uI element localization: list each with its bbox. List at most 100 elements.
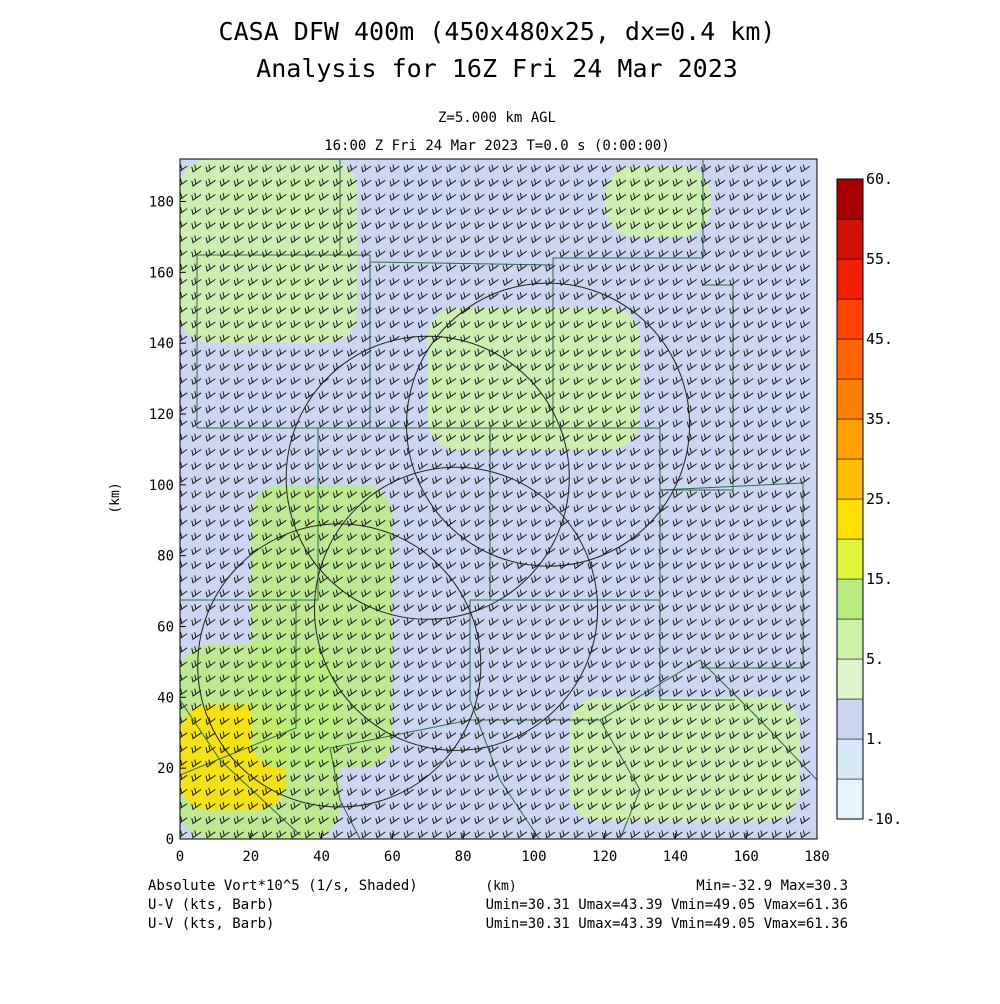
- wind-barb: [785, 561, 797, 570]
- wind-barb: [757, 178, 768, 187]
- wind-barb: [347, 589, 358, 598]
- wind-barb: [658, 291, 669, 301]
- wind-barb: [488, 660, 499, 669]
- wind-barb: [375, 660, 386, 669]
- wind-barb: [630, 532, 641, 542]
- wind-barb: [700, 532, 712, 542]
- wind-barb: [432, 263, 443, 272]
- wind-barb: [233, 731, 244, 740]
- wind-barb: [361, 716, 372, 726]
- wind-barb: [205, 731, 216, 740]
- wind-barb: [332, 532, 344, 542]
- wind-barb: [180, 235, 188, 243]
- wind-barb: [488, 773, 499, 782]
- wind-barb: [361, 830, 372, 839]
- wind-barb: [488, 688, 499, 697]
- wind-barb: [700, 263, 712, 272]
- wind-barb: [290, 320, 301, 329]
- wind-barb: [545, 745, 556, 754]
- wind-barb: [630, 787, 641, 797]
- wind-barb: [247, 405, 259, 414]
- wind-barb: [771, 348, 782, 357]
- wind-barb: [180, 178, 188, 186]
- wind-barb: [743, 787, 754, 797]
- wind-barb: [460, 348, 471, 357]
- wind-barb: [800, 745, 811, 754]
- wind-barb: [531, 221, 542, 230]
- wind-barb: [800, 206, 811, 216]
- wind-barb: [502, 334, 513, 343]
- wind-barb: [219, 419, 230, 428]
- wind-barb: [332, 773, 344, 782]
- wind-barb: [771, 419, 782, 428]
- wind-barb: [785, 617, 797, 627]
- wind-barb: [531, 206, 542, 216]
- wind-barb: [587, 334, 598, 343]
- wind-barb: [785, 221, 797, 230]
- wind-barb: [757, 306, 768, 315]
- wind-barb: [644, 532, 655, 542]
- wind-barb: [474, 334, 485, 343]
- wind-barb: [531, 830, 542, 839]
- chart-title: CASA DFW 400m (450x480x25, dx=0.4 km): [219, 17, 776, 46]
- wind-barb: [276, 362, 287, 372]
- wind-barb: [573, 518, 584, 527]
- wind-barb: [276, 320, 287, 329]
- wind-barb: [474, 362, 485, 372]
- wind-barb: [432, 674, 443, 683]
- wind-barb: [587, 589, 598, 598]
- wind-barb: [644, 391, 655, 400]
- wind-barb: [545, 447, 556, 457]
- wind-barb: [630, 759, 641, 768]
- wind-barb: [290, 334, 301, 343]
- wind-barb: [757, 546, 768, 556]
- wind-barb: [502, 461, 513, 471]
- wind-barb: [686, 532, 697, 542]
- wind-barb: [460, 490, 471, 499]
- wind-barb: [332, 745, 344, 754]
- wind-barb: [644, 348, 655, 357]
- wind-barb: [601, 206, 612, 216]
- wind-barb: [361, 277, 372, 287]
- wind-barb: [262, 716, 273, 726]
- wind-barb: [686, 660, 697, 669]
- wind-barb: [417, 660, 428, 669]
- wind-barb: [205, 461, 216, 471]
- wind-barb: [800, 816, 811, 825]
- wind-barb: [587, 575, 598, 584]
- wind-barb: [460, 447, 471, 457]
- wind-barb: [375, 433, 386, 442]
- wind-barb: [347, 801, 358, 811]
- wind-barb: [304, 192, 315, 202]
- wind-barb: [686, 376, 697, 386]
- wind-barb: [347, 745, 358, 754]
- wind-barb: [191, 688, 202, 697]
- wind-barb: [233, 546, 244, 556]
- wind-barb: [290, 405, 301, 414]
- wind-barb: [318, 646, 329, 655]
- wind-barb: [516, 660, 528, 669]
- wind-barb: [403, 816, 414, 825]
- wind-barb: [715, 348, 726, 357]
- wind-barb: [347, 249, 358, 258]
- wind-barb: [247, 306, 259, 315]
- wind-barb: [672, 476, 683, 485]
- wind-barb: [686, 249, 697, 258]
- wind-barb: [233, 504, 244, 513]
- wind-barb: [403, 362, 414, 372]
- wind-barb: [559, 221, 570, 230]
- wind-barb: [559, 419, 570, 428]
- wind-barb: [205, 504, 216, 513]
- wind-barb: [559, 575, 570, 584]
- wind-barb: [644, 702, 655, 712]
- wind-barb: [559, 447, 570, 457]
- wind-barb: [375, 787, 386, 797]
- wind-barb: [191, 291, 202, 301]
- wind-barb: [403, 830, 414, 839]
- wind-barb: [729, 731, 740, 740]
- wind-barb: [644, 461, 655, 471]
- wind-barb: [417, 716, 428, 726]
- colorbar-swatch: [836, 378, 864, 420]
- wind-barb: [290, 617, 301, 627]
- wind-barb: [233, 660, 244, 669]
